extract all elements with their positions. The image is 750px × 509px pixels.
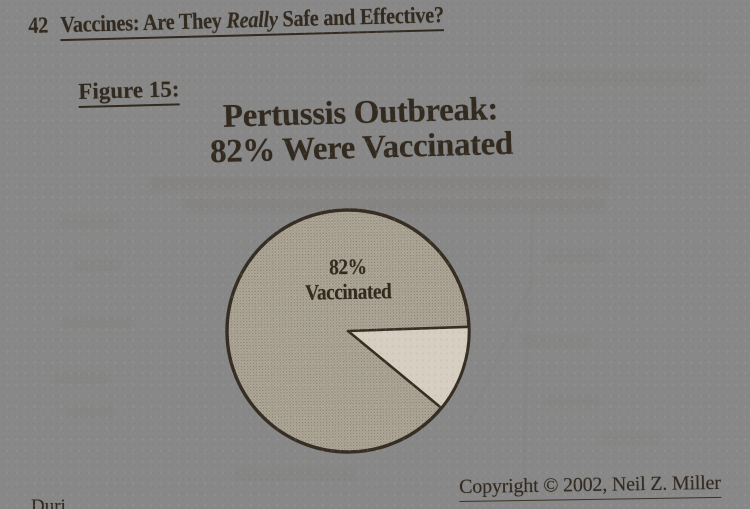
pie-slice-unvaccinated: [346, 325, 471, 410]
copyright-notice: Copyright © 2002, Neil Z. Miller: [459, 471, 721, 502]
page-header: 42 Vaccines: Are They Really Safe and Eff…: [28, 2, 445, 42]
show-through-smudge: [60, 216, 120, 228]
pie-slice-label: 82% Vaccinated: [260, 252, 437, 306]
running-title-prefix: Vaccines: Are They: [60, 7, 227, 38]
page-crease: [522, 208, 534, 476]
pie-label-percent: 82%: [328, 253, 367, 280]
pie-chart: [225, 208, 471, 454]
show-through-smudge: [55, 372, 110, 384]
figure-title: Pertussis Outbreak: 82% Were Vaccinated: [145, 90, 577, 173]
running-title-italic: Really: [226, 6, 278, 33]
show-through-smudge: [65, 406, 115, 418]
show-through-smudge: [150, 177, 610, 191]
show-through-smudge: [62, 316, 132, 328]
show-through-smudge: [75, 260, 120, 271]
show-through-smudge: [600, 432, 660, 444]
running-title: Vaccines: Are They Really Safe and Effec…: [60, 2, 445, 42]
show-through-smudge: [235, 468, 355, 480]
running-title-suffix: Safe and Effective?: [277, 2, 445, 32]
show-through-smudge: [545, 395, 600, 407]
show-through-smudge: [520, 335, 590, 347]
page-number: 42: [28, 12, 49, 38]
clipped-paragraph-start: Duri: [31, 496, 66, 509]
show-through-smudge: [525, 70, 705, 86]
show-through-smudge: [545, 250, 605, 262]
pie-label-text: Vaccinated: [304, 278, 392, 306]
